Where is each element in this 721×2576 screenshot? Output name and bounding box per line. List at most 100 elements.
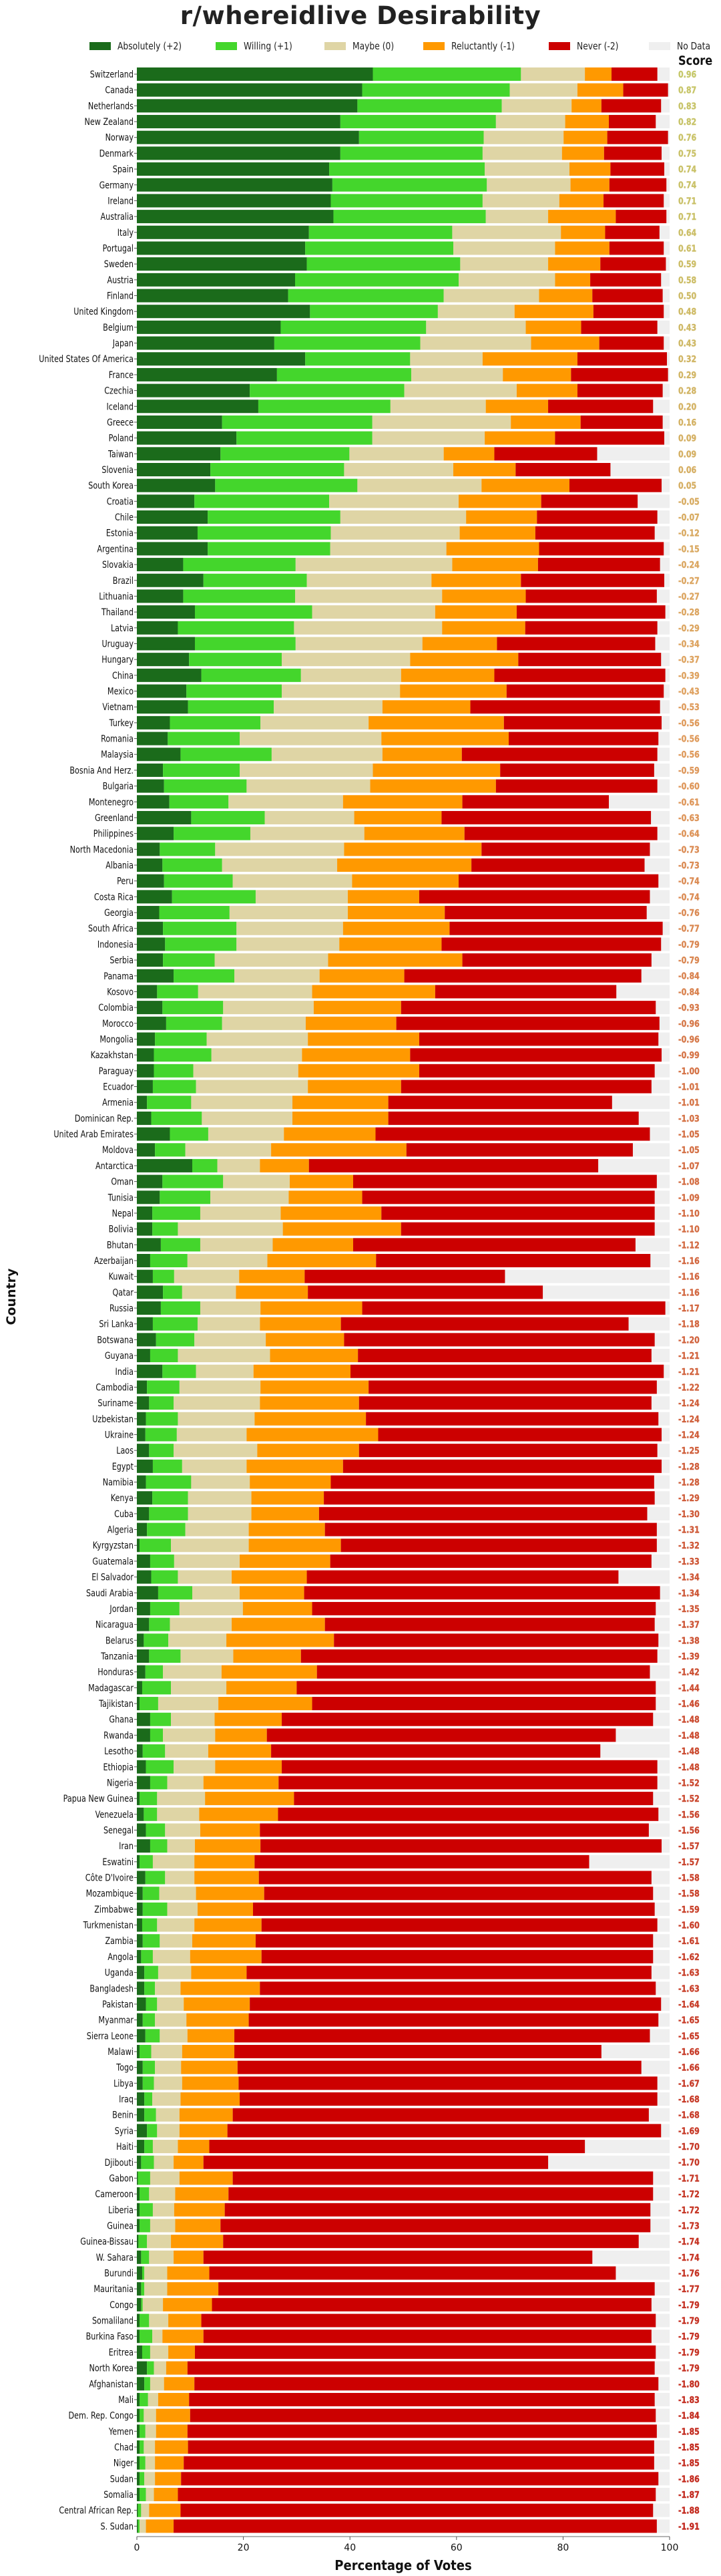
country-label: Russia (109, 1303, 134, 1314)
bar-segment-reluctantly (352, 874, 459, 888)
bar-segment-willing (164, 779, 247, 793)
bar-segment-reluctantly (364, 826, 465, 840)
bar-segment-maybe (152, 2140, 178, 2154)
country-label: Ireland (107, 195, 134, 206)
bar-segment-reluctantly (271, 1143, 407, 1157)
score-label: -0.77 (678, 924, 700, 934)
bar-segment-absolutely (137, 494, 195, 508)
bar-segment-never (306, 1570, 619, 1584)
bar-segment-absolutely (137, 1143, 156, 1157)
bar-row: Eswatini -1.57 (102, 1855, 700, 1869)
bar-row: Greenland -0.63 (95, 810, 700, 824)
y-axis-label: Country (4, 1268, 19, 1325)
bar-row: Lithuania -0.27 (99, 589, 700, 603)
bar-segment-absolutely (137, 1349, 150, 1363)
country-label: Spain (113, 164, 134, 175)
score-label: -1.32 (678, 1541, 700, 1551)
bar-segment-reluctantly (305, 1016, 397, 1030)
bar-segment-never (278, 1776, 658, 1790)
bar-segment-willing (139, 1855, 153, 1869)
bar-segment-maybe (149, 2187, 176, 2201)
bar-segment-never (304, 1269, 505, 1283)
bar-segment-never (577, 352, 668, 366)
bar-segment-maybe (443, 289, 539, 303)
bar-segment-absolutely (137, 1728, 150, 1742)
bar-segment-absolutely (137, 1396, 150, 1410)
bar-segment-absolutely (137, 732, 168, 746)
bar-segment-absolutely (137, 1238, 161, 1252)
bar-segment-never (324, 1491, 655, 1505)
score-label: -1.22 (678, 1383, 700, 1393)
bar-segment-never (330, 1475, 654, 1489)
bar-segment-maybe (179, 1380, 261, 1394)
bar-segment-willing (308, 225, 453, 239)
bar-segment-willing (189, 653, 282, 667)
legend-label-maybe: Maybe (0) (352, 40, 395, 52)
bar-segment-absolutely (137, 1918, 142, 1932)
score-label: -1.60 (678, 1921, 700, 1931)
country-label: Australia (101, 211, 134, 222)
bar-segment-absolutely (137, 194, 331, 208)
bar-segment-absolutely (137, 2124, 148, 2138)
bar-segment-maybe (180, 1649, 234, 1663)
bar-segment-maybe (146, 2488, 154, 2502)
country-label: United States Of America (39, 353, 134, 365)
country-label: Mexico (107, 685, 134, 697)
bar-segment-maybe (158, 1965, 192, 1979)
bar-segment-reluctantly (155, 2440, 188, 2454)
country-label: Taiwan (107, 448, 134, 460)
bar-segment-absolutely (137, 2108, 145, 2122)
bar-segment-willing (139, 2440, 144, 2454)
bar-segment-maybe (155, 1981, 181, 1995)
score-label: -1.79 (678, 2364, 700, 2374)
score-label: -0.74 (678, 893, 700, 903)
bar-segment-willing (152, 1222, 178, 1236)
bar-segment-reluctantly (174, 2155, 204, 2169)
bar-segment-absolutely (137, 1539, 140, 1553)
country-label: Bulgaria (103, 780, 134, 792)
country-label: Indonesia (97, 939, 134, 950)
country-label: South Africa (88, 923, 134, 934)
bar-segment-maybe (453, 241, 555, 255)
bar-segment-reluctantly (516, 383, 577, 397)
bar-segment-maybe (194, 1333, 266, 1347)
bar-segment-willing (147, 2361, 154, 2375)
bar-segment-willing (146, 1997, 158, 2011)
bar-row: Cuba -1.30 (114, 1506, 700, 1520)
bar-segment-absolutely (137, 2424, 140, 2438)
bar-segment-willing (170, 1127, 208, 1141)
bar-segment-maybe (157, 1918, 195, 1932)
bar-segment-never (441, 937, 662, 951)
bar-segment-never (248, 2013, 659, 2027)
bar-segment-willing (141, 2282, 145, 2296)
score-label: -1.74 (678, 2253, 700, 2263)
bar-segment-absolutely (137, 2235, 139, 2249)
bar-segment-maybe (139, 2519, 146, 2533)
bar-segment-never (362, 1190, 655, 1204)
bar-row: Costa Rica -0.74 (94, 890, 700, 904)
bar-segment-never (201, 2313, 656, 2327)
bar-segment-reluctantly (246, 1428, 379, 1442)
bar-segment-never (237, 2060, 642, 2074)
country-label: Netherlands (88, 100, 134, 112)
bar-segment-absolutely (137, 921, 164, 935)
score-label: -1.63 (678, 1983, 700, 1993)
bar-segment-absolutely (137, 67, 373, 81)
bar-segment-absolutely (137, 1301, 161, 1315)
bar-segment-absolutely (137, 1412, 146, 1426)
bar-segment-willing (305, 241, 454, 255)
bar-segment-maybe (155, 2013, 187, 2027)
country-label: S. Sudan (101, 2521, 134, 2532)
bar-segment-absolutely (137, 257, 307, 271)
bar-row: Afghanistan -1.80 (89, 2377, 700, 2391)
bar-segment-reluctantly (239, 1269, 305, 1283)
country-label: Kazakhstan (91, 1050, 134, 1061)
bar-segment-absolutely (137, 1601, 150, 1615)
bar-segment-reluctantly (181, 2060, 238, 2074)
country-label: Kosovo (107, 986, 134, 997)
bar-segment-absolutely (137, 367, 277, 381)
bar-segment-never (581, 320, 658, 334)
bar-segment-never (401, 1001, 656, 1015)
bar-segment-willing (155, 1143, 186, 1157)
bar-segment-reluctantly (511, 415, 581, 429)
